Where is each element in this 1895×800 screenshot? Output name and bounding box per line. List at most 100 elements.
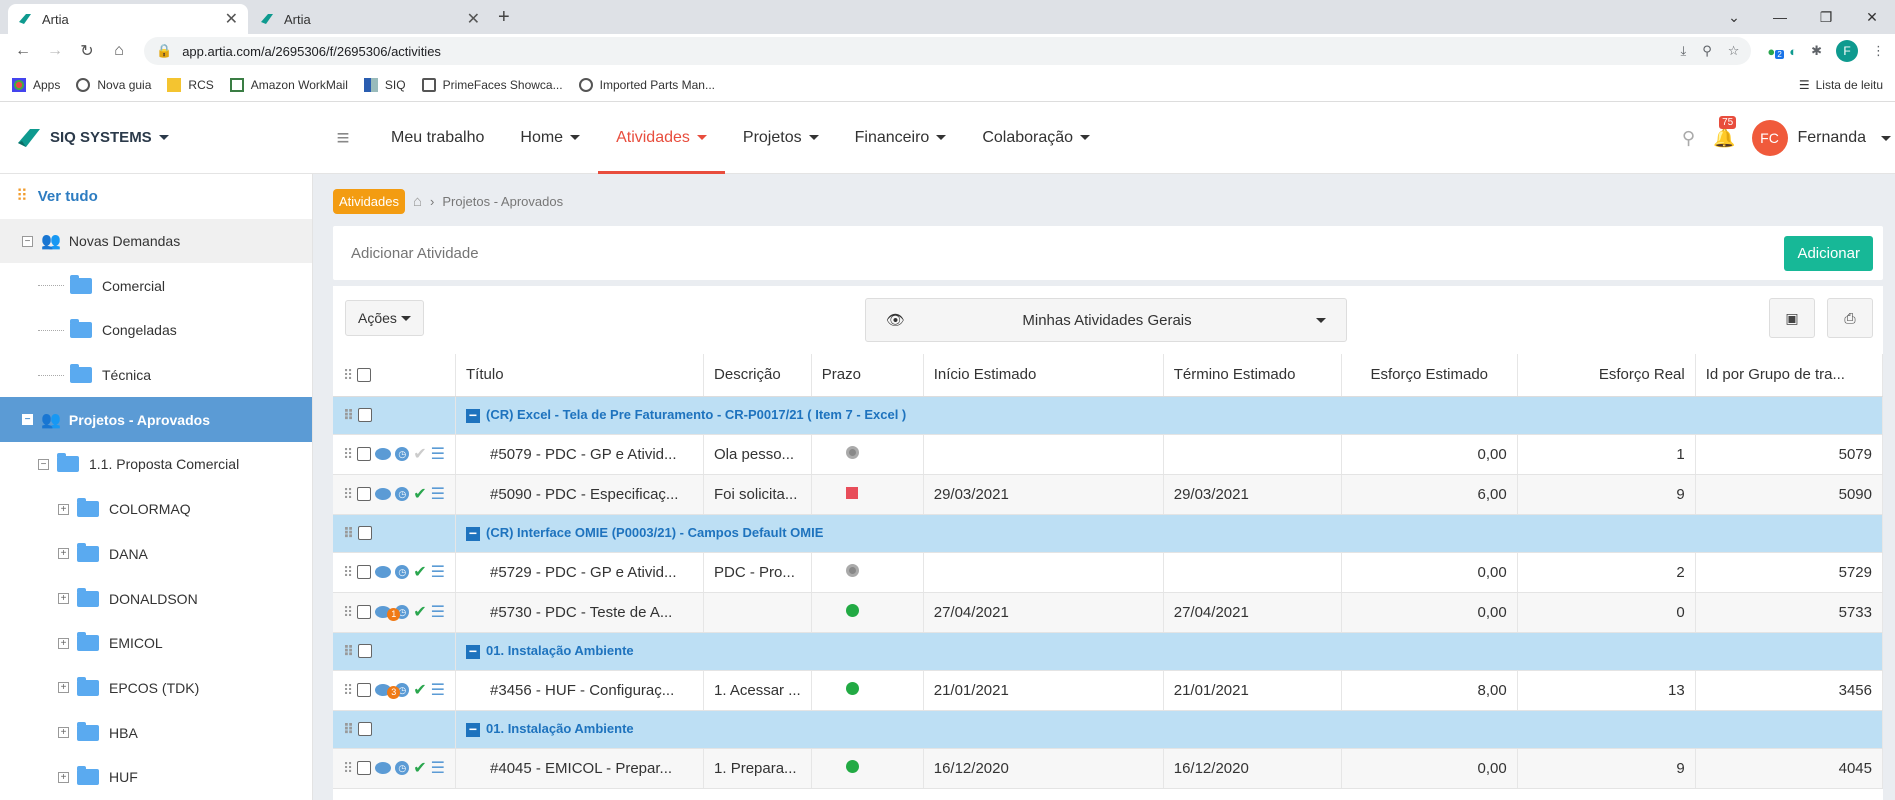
- check-icon[interactable]: ✔: [413, 682, 427, 699]
- add-activity-button[interactable]: Adicionar: [1784, 235, 1873, 271]
- row-checkbox[interactable]: [357, 447, 372, 461]
- column-header[interactable]: Esforço Real: [1517, 354, 1696, 397]
- reading-list[interactable]: ☰ Lista de leitu: [1799, 78, 1883, 92]
- column-header[interactable]: Descrição: [703, 354, 812, 397]
- home-icon[interactable]: ⌂: [114, 42, 124, 59]
- table-row[interactable]: ⠿ 3 ◷ ✔ ☰ #3456 - HUF - Configuraç... 1. Acess…: [333, 670, 1884, 711]
- sidebar-item[interactable]: − 👥 Projetos - Aprovados: [0, 397, 312, 443]
- clock-icon[interactable]: ◷: [395, 565, 410, 579]
- task-title[interactable]: #3456 - HUF - Configuraç...: [455, 670, 705, 711]
- comment-icon[interactable]: [375, 566, 392, 578]
- group-title[interactable]: 01. Instalação Ambiente: [486, 643, 634, 659]
- check-icon[interactable]: ✔: [413, 486, 427, 503]
- row-menu-icon[interactable]: ☰: [430, 682, 446, 699]
- sidebar-item[interactable]: Técnica: [0, 353, 312, 398]
- drag-handle-icon[interactable]: ⠿: [343, 524, 354, 541]
- clock-icon[interactable]: ◷: [395, 761, 410, 775]
- user-name[interactable]: Fernanda: [1797, 129, 1867, 146]
- column-header[interactable]: Título: [455, 354, 705, 397]
- sidebar-item[interactable]: + EMICOL: [0, 621, 312, 666]
- tab-search-icon[interactable]: ⌄: [1728, 8, 1740, 25]
- nav-item[interactable]: Meu trabalho: [373, 102, 502, 174]
- task-title[interactable]: #4045 - EMICOL - Prepar...: [455, 748, 705, 789]
- install-icon[interactable]: ⤓: [1680, 43, 1687, 58]
- check-icon[interactable]: ✔: [413, 604, 427, 621]
- extension-icon[interactable]: ● 2: [1767, 43, 1784, 59]
- row-checkbox[interactable]: [357, 644, 372, 659]
- bookmark-item[interactable]: Amazon WorkMail: [229, 77, 348, 92]
- check-icon[interactable]: ✔: [413, 446, 427, 463]
- column-header[interactable]: Id por Grupo de tra...: [1695, 354, 1884, 397]
- expand-toggle-icon[interactable]: +: [58, 727, 69, 739]
- bookmark-item[interactable]: Imported Parts Man...: [578, 77, 715, 92]
- table-row[interactable]: ⠿ 1 ◷ ✔ ☰ #5730 - PDC - Teste de A... 27/04/20…: [333, 592, 1884, 633]
- forward-icon[interactable]: →: [47, 42, 63, 59]
- group-title[interactable]: 01. Instalação Ambiente: [486, 721, 634, 737]
- bookmark-item[interactable]: SIQ: [363, 77, 406, 92]
- sidebar-item[interactable]: Comercial: [0, 263, 312, 308]
- table-row[interactable]: ⠿ ◷ ✔ ☰ #5079 - PDC - GP e Ativid... Ola pess…: [333, 434, 1884, 475]
- breadcrumb-tag[interactable]: Atividades: [333, 188, 405, 214]
- expand-toggle-icon[interactable]: +: [58, 593, 69, 605]
- table-row[interactable]: ⠿ ◷ ✔ ☰ #5090 - PDC - Especificaç... Foi soli…: [333, 474, 1884, 515]
- user-avatar[interactable]: FC: [1751, 120, 1788, 156]
- collapse-toggle-icon[interactable]: −: [22, 235, 33, 247]
- print-button[interactable]: ⎙: [1827, 298, 1873, 338]
- task-title[interactable]: #5729 - PDC - GP e Ativid...: [455, 552, 705, 593]
- add-activity-input[interactable]: [351, 244, 1785, 262]
- clock-icon[interactable]: ◷: [395, 487, 410, 501]
- brand-switcher[interactable]: SIQ SYSTEMS: [0, 125, 313, 151]
- drag-handle-icon[interactable]: ⠿: [343, 603, 354, 620]
- back-icon[interactable]: ←: [15, 42, 31, 59]
- nav-item[interactable]: Atividades: [598, 102, 725, 174]
- puzzle-icon[interactable]: ✱: [1811, 43, 1822, 58]
- sidebar-item[interactable]: + HUF: [0, 755, 312, 800]
- sidebar-item[interactable]: + DANA: [0, 532, 312, 577]
- close-tab-icon[interactable]: ✕: [466, 11, 480, 28]
- bookmark-item[interactable]: PrimeFaces Showca...: [421, 77, 563, 92]
- close-tab-icon[interactable]: ✕: [224, 11, 238, 28]
- reload-icon[interactable]: ↻: [80, 43, 94, 60]
- bookmark-star-icon[interactable]: ☆: [1727, 43, 1740, 58]
- collapse-group-icon[interactable]: −: [466, 722, 481, 737]
- nav-item[interactable]: Projetos: [725, 102, 837, 174]
- sidebar-item[interactable]: + DONALDSON: [0, 576, 312, 621]
- column-header[interactable]: Prazo: [811, 354, 924, 397]
- row-checkbox[interactable]: [357, 683, 372, 697]
- expand-toggle-icon[interactable]: +: [58, 771, 69, 783]
- collapse-group-icon[interactable]: −: [466, 526, 481, 541]
- nav-item[interactable]: Home: [502, 102, 598, 174]
- row-checkbox[interactable]: [357, 565, 372, 579]
- new-tab-icon[interactable]: +: [498, 6, 510, 28]
- row-menu-icon[interactable]: ☰: [430, 604, 446, 621]
- task-title[interactable]: #5079 - PDC - GP e Ativid...: [455, 434, 705, 475]
- row-menu-icon[interactable]: ☰: [430, 564, 446, 581]
- browser-tab[interactable]: Artia ✕: [8, 4, 248, 34]
- row-menu-icon[interactable]: ☰: [430, 446, 446, 463]
- drag-handle-icon[interactable]: ⠿: [343, 406, 354, 423]
- column-header[interactable]: Esforço Estimado: [1341, 354, 1518, 397]
- zoom-icon[interactable]: ⚲: [1702, 43, 1712, 58]
- artia-extension-icon[interactable]: ◐: [1789, 43, 1798, 59]
- view-selector[interactable]: 👁 Minhas Atividades Gerais: [865, 298, 1347, 342]
- hamburger-menu-icon[interactable]: ≡: [336, 124, 350, 150]
- drag-handle-icon[interactable]: ⠿: [343, 445, 354, 462]
- url-field[interactable]: 🔒 app.artia.com/a/2695306/f/2695306/acti…: [144, 37, 1752, 65]
- row-checkbox[interactable]: [357, 722, 372, 737]
- expand-toggle-icon[interactable]: +: [58, 682, 69, 694]
- sidebar-item[interactable]: Congeladas: [0, 308, 312, 353]
- nav-item[interactable]: Financeiro: [837, 102, 965, 174]
- group-title[interactable]: (CR) Excel - Tela de Pre Faturamento - C…: [486, 407, 907, 423]
- table-row[interactable]: ⠿ ◷ ✔ ☰ #5729 - PDC - GP e Ativid... PDC - Pr…: [333, 552, 1884, 593]
- drag-handle-icon[interactable]: ⠿: [343, 681, 354, 698]
- search-icon[interactable]: ⚲: [1681, 127, 1696, 148]
- expand-toggle-icon[interactable]: +: [58, 503, 69, 515]
- profile-avatar[interactable]: F: [1836, 40, 1858, 62]
- drag-handle-icon[interactable]: ⠿: [343, 759, 354, 776]
- bookmark-item[interactable]: Nova guia: [76, 77, 151, 92]
- nav-item[interactable]: Colaboração: [964, 102, 1108, 174]
- clock-icon[interactable]: ◷: [395, 447, 410, 461]
- drag-handle-icon[interactable]: ⠿: [343, 563, 354, 580]
- drag-handle-icon[interactable]: ⠿: [343, 485, 354, 502]
- bookmark-apps[interactable]: Apps: [12, 77, 60, 92]
